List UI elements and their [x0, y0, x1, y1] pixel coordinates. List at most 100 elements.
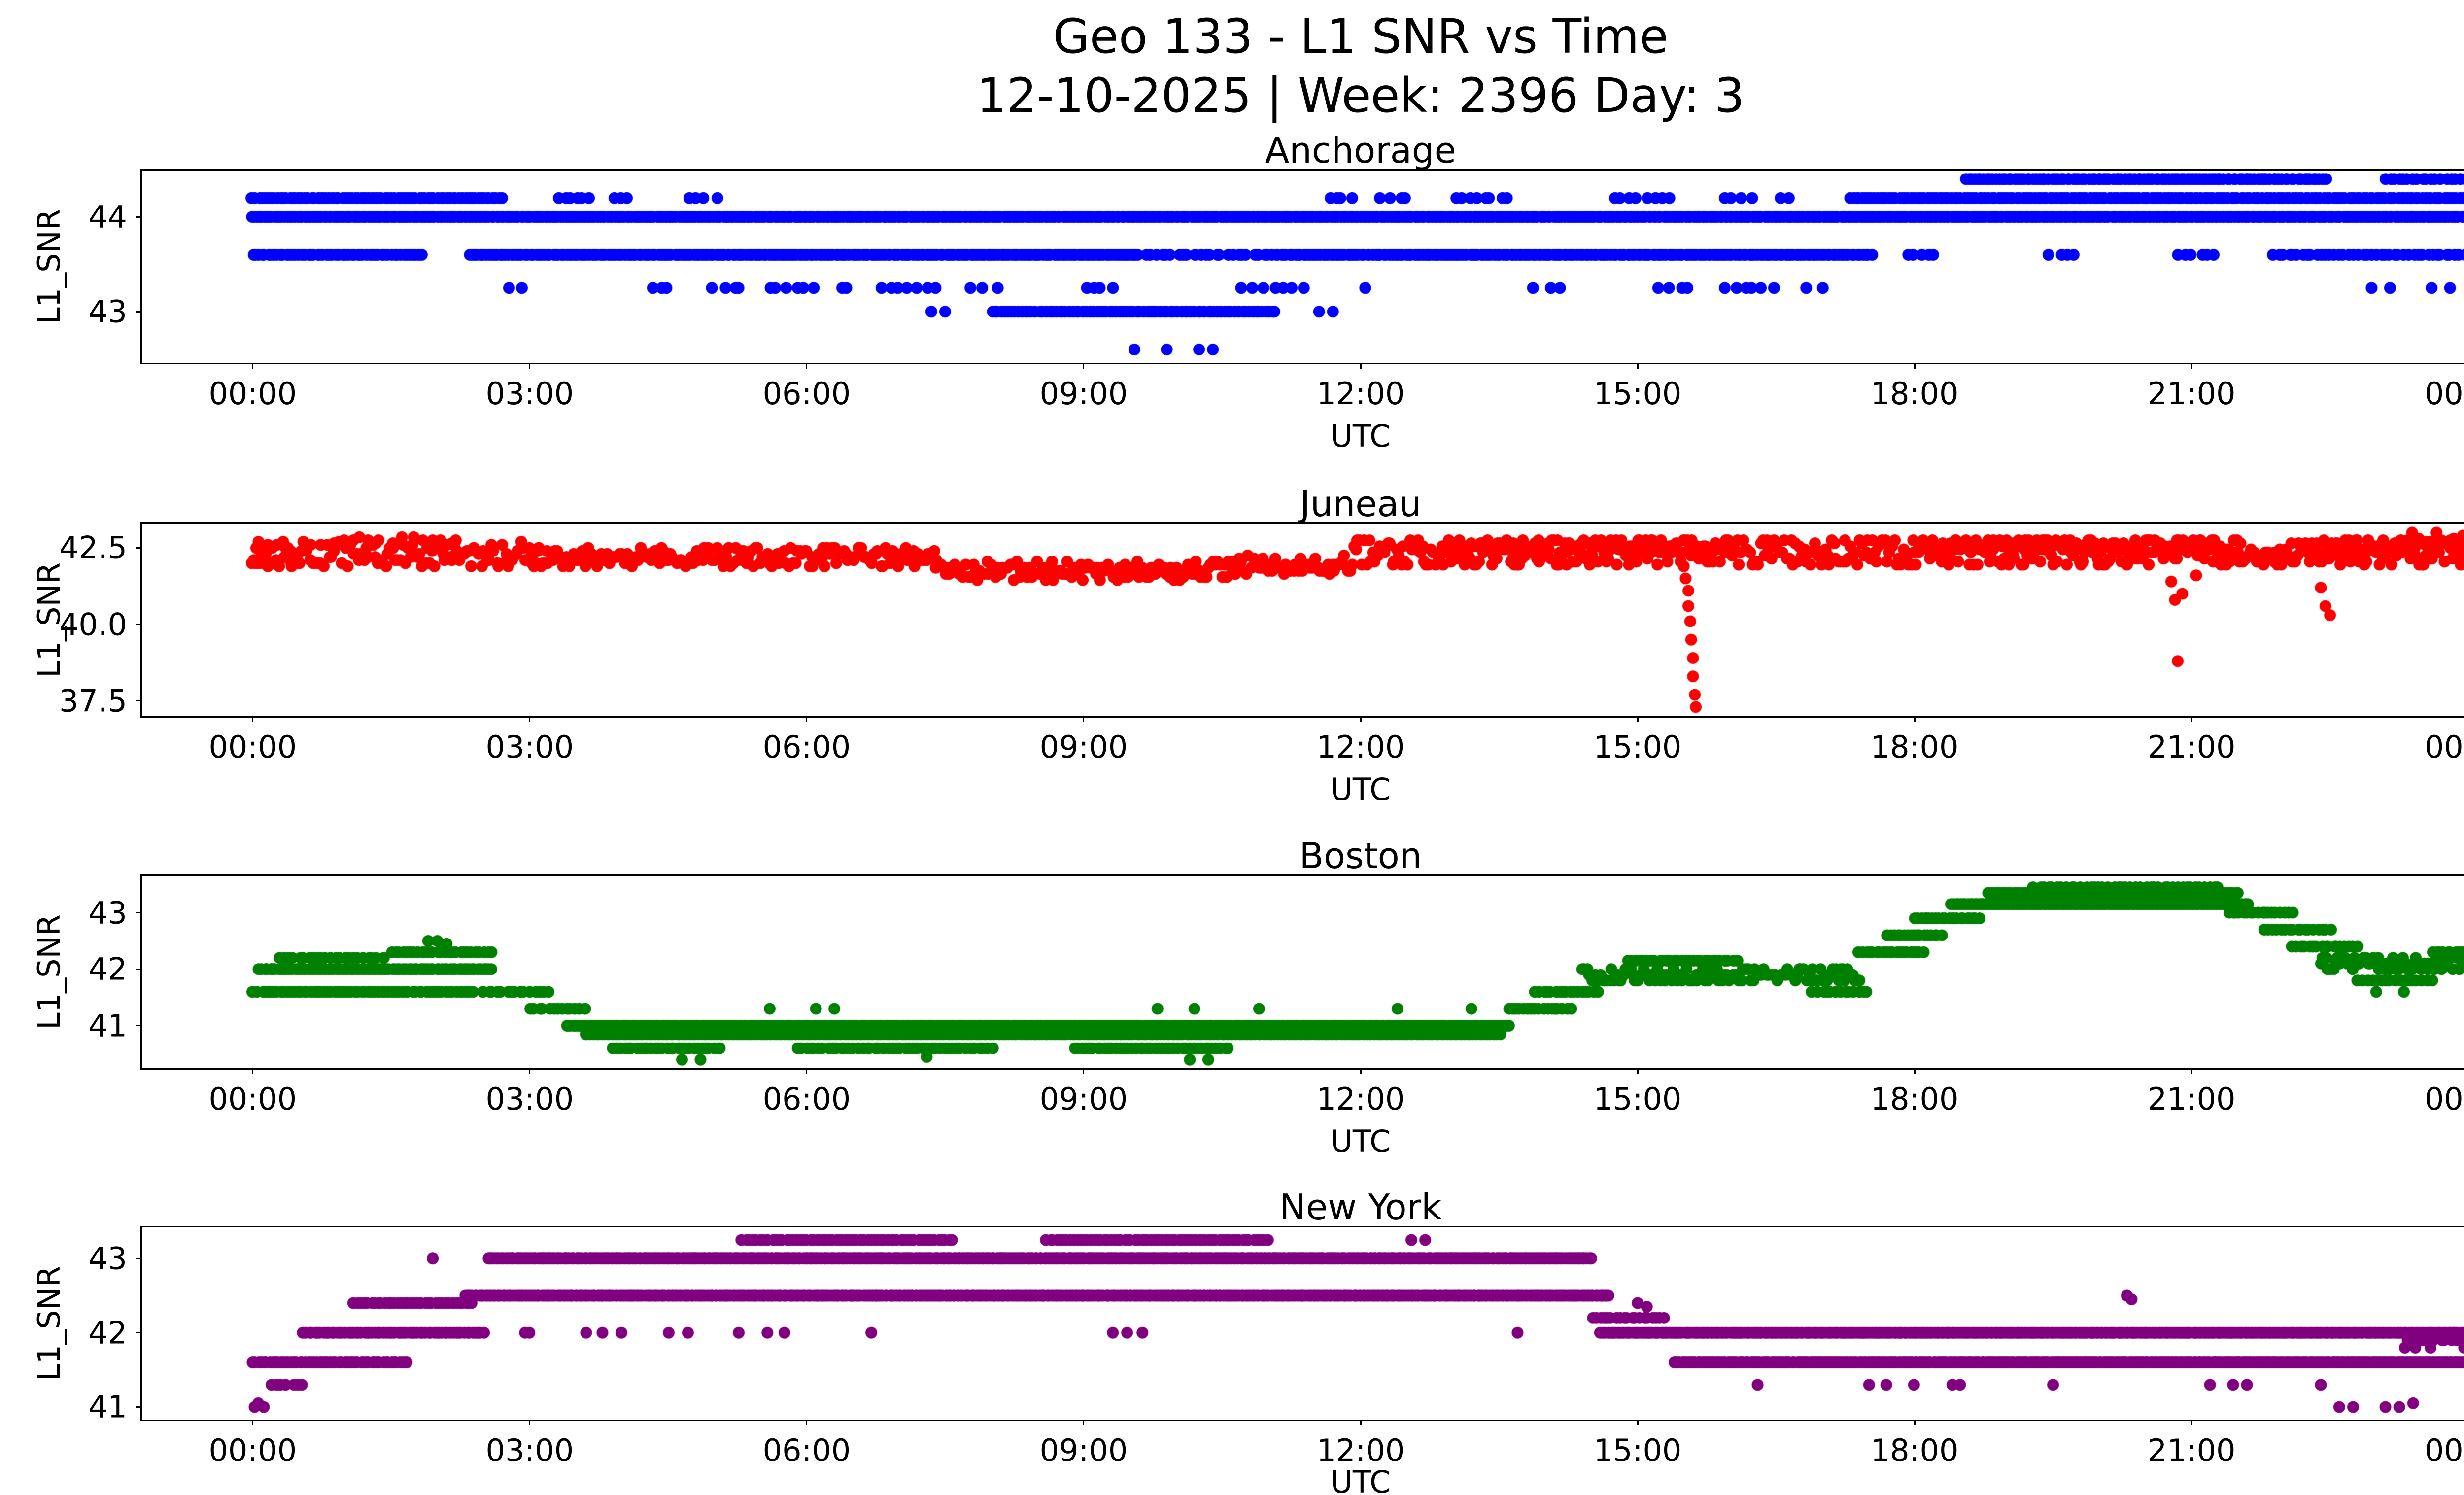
y-axis-label: L1_SNR [31, 1266, 67, 1381]
x-tickmark [1637, 1420, 1639, 1425]
x-tickmark [1914, 1420, 1916, 1425]
y-tick-label: 42.5 [59, 529, 127, 566]
x-tick-label: 18:00 [1870, 729, 1959, 765]
x-tickmark [1360, 716, 1362, 722]
y-tickmark [136, 700, 142, 702]
y-tick-label: 42 [88, 1315, 127, 1351]
x-axis-label: UTC [1330, 418, 1391, 454]
y-tick-label: 41 [88, 1389, 127, 1425]
x-tick-label: 00:00 [208, 376, 297, 412]
y-tickmark [136, 912, 142, 914]
y-axis-label: L1_SNR [31, 562, 67, 678]
x-tickmark [529, 363, 531, 369]
x-tick-label: 03:00 [485, 1081, 574, 1117]
x-tickmark [1083, 1420, 1085, 1425]
subplot-title-new-york: New York [1279, 1186, 1442, 1228]
x-tick-label: 21:00 [2147, 1081, 2236, 1117]
y-axis-label: L1_SNR [31, 209, 67, 324]
y-tickmark [136, 547, 142, 549]
x-tickmark [252, 716, 254, 722]
x-tick-label: 21:00 [2147, 376, 2236, 412]
y-axis-label: L1_SNR [31, 914, 67, 1030]
x-tick-label: 09:00 [1039, 1081, 1128, 1117]
x-tick-label: 12:00 [1316, 1432, 1405, 1468]
x-tick-label: 09:00 [1039, 1432, 1128, 1468]
x-tickmark [529, 1420, 531, 1425]
x-tick-label: 06:00 [762, 1432, 851, 1468]
x-tickmark [1637, 716, 1639, 722]
x-tickmark [1083, 716, 1085, 722]
subplot-title-anchorage: Anchorage [1265, 130, 1456, 171]
figure-title-line2: 12-10-2025 | Week: 2396 Day: 3 [976, 68, 1745, 123]
x-tick-label: 09:00 [1039, 729, 1128, 765]
x-axis-label: UTC [1330, 1464, 1391, 1495]
x-tickmark [1360, 1068, 1362, 1074]
y-tickmark [136, 968, 142, 970]
x-tickmark [1083, 363, 1085, 369]
y-tickmark [136, 1025, 142, 1027]
y-tick-label: 42 [88, 951, 127, 987]
x-tick-label: 15:00 [1593, 1432, 1682, 1468]
x-tickmark [252, 1068, 254, 1074]
x-tickmark [1914, 363, 1916, 369]
x-tick-label: 12:00 [1316, 376, 1405, 412]
x-tickmark [1914, 1068, 1916, 1074]
x-tick-label: 12:00 [1316, 729, 1405, 765]
y-tickmark [136, 311, 142, 313]
y-tick-label: 43 [88, 293, 127, 330]
x-tick-label: 18:00 [1870, 1081, 1959, 1117]
y-tick-label: 37.5 [59, 683, 127, 719]
x-tick-label: 09:00 [1039, 376, 1128, 412]
figure-title: Geo 133 - L1 SNR vs Time 12-10-2025 | We… [142, 7, 2464, 125]
x-tickmark [252, 1420, 254, 1425]
x-tick-label: 00:00 [208, 729, 297, 765]
subplot-title-juneau: Juneau [1300, 483, 1422, 524]
x-tick-label: 12:00 [1316, 1081, 1405, 1117]
scatter-canvas-anchorage [142, 171, 2464, 363]
x-tick-label: 03:00 [485, 376, 574, 412]
y-tickmark [136, 1332, 142, 1334]
y-tick-label: 43 [88, 1240, 127, 1277]
y-tick-label: 43 [88, 895, 127, 931]
x-tick-label: 21:00 [2147, 1432, 2236, 1468]
x-tick-label: 21:00 [2147, 729, 2236, 765]
x-tickmark [2190, 1420, 2192, 1425]
axes-boston [140, 874, 2464, 1070]
x-tick-label: 00:00 [2424, 1432, 2464, 1468]
x-tick-label: 00:00 [2424, 729, 2464, 765]
x-tickmark [806, 363, 808, 369]
x-tick-label: 15:00 [1593, 376, 1682, 412]
scatter-canvas-juneau [142, 524, 2464, 716]
x-tickmark [806, 716, 808, 722]
y-tickmark [136, 624, 142, 626]
x-tick-label: 03:00 [485, 1432, 574, 1468]
axes-anchorage [140, 169, 2464, 364]
y-tickmark [136, 1257, 142, 1259]
x-axis-label: UTC [1330, 771, 1391, 807]
x-tickmark [529, 716, 531, 722]
x-tick-label: 03:00 [485, 729, 574, 765]
x-tickmark [2190, 716, 2192, 722]
x-tickmark [2190, 363, 2192, 369]
x-tickmark [1360, 363, 1362, 369]
x-tickmark [2190, 1068, 2192, 1074]
x-tick-label: 06:00 [762, 1081, 851, 1117]
x-tickmark [806, 1420, 808, 1425]
x-tickmark [1360, 1420, 1362, 1425]
x-tickmark [529, 1068, 531, 1074]
x-tick-label: 00:00 [208, 1081, 297, 1117]
x-tick-label: 00:00 [2424, 1081, 2464, 1117]
x-tick-label: 00:00 [2424, 376, 2464, 412]
x-tickmark [1083, 1068, 1085, 1074]
x-tickmark [1637, 1068, 1639, 1074]
x-tick-label: 06:00 [762, 729, 851, 765]
axes-new-york [140, 1226, 2464, 1421]
figure-title-line1: Geo 133 - L1 SNR vs Time [1053, 9, 1669, 64]
y-tickmark [136, 216, 142, 218]
x-tick-label: 15:00 [1593, 1081, 1682, 1117]
scatter-canvas-new-york [142, 1227, 2464, 1420]
scatter-canvas-boston [142, 876, 2464, 1068]
subplot-title-boston: Boston [1299, 835, 1422, 876]
x-tickmark [1914, 716, 1916, 722]
